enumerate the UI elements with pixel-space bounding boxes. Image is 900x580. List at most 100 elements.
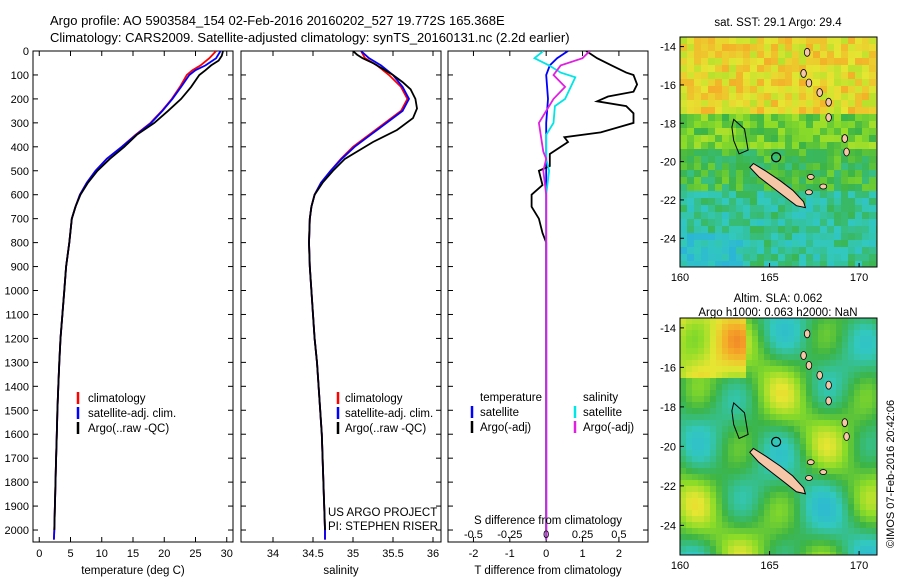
reef-outline [731, 401, 749, 440]
legend-satellite: satellite-adj. clim. [88, 408, 176, 420]
s-tick-label: -0.5 [464, 529, 483, 541]
island [819, 469, 828, 475]
legend-temperature-title: temperature [480, 392, 542, 404]
header-line2: Climatology: CARS2009. Satellite-adjuste… [50, 30, 570, 45]
island [800, 351, 807, 360]
sst-map-frame [679, 36, 878, 268]
island [816, 88, 823, 97]
salinity-panel: 34 34.5 35 35.5 36 salinity [240, 50, 442, 577]
y-tick-label: 1900 [5, 501, 29, 513]
series-line-argo-raw-qc- [53, 51, 224, 531]
y-tick-label: -18 [660, 118, 676, 130]
header-line1: Argo profile: AO 5903584_154 02-Feb-2016… [50, 13, 505, 28]
y-tick-label: 1100 [5, 309, 29, 321]
y-tick-label: 900 [11, 262, 29, 274]
project-line2: PI: STEPHEN RISER [328, 521, 438, 533]
series-line-argo-raw-qc- [308, 51, 418, 531]
series-line-temperature-argo-adj- [530, 51, 639, 530]
island [805, 189, 813, 196]
temperature-frame [32, 50, 234, 543]
argo-position-marker [771, 436, 782, 447]
x-tick-label: 0 [36, 548, 42, 560]
sla-map-title-2: Argo h1000: 0.063 h2000: NaN [698, 307, 857, 319]
project-line1: US ARGO PROJECT [328, 507, 437, 519]
island [825, 380, 832, 390]
y-tick-label: 0 [23, 46, 29, 58]
island [825, 113, 832, 122]
x-tick-label: 30 [221, 548, 233, 560]
x-tick-label: 15 [127, 548, 139, 560]
legend-argo: Argo(..raw -QC) [88, 423, 169, 435]
y-tick-label: 700 [11, 214, 29, 226]
sst-map-field [680, 37, 877, 267]
temperature-series [53, 51, 224, 540]
x-tick-label: 0 [543, 548, 549, 560]
y-tick-label: 800 [11, 238, 29, 250]
island [805, 78, 813, 88]
y-tick-label: -18 [660, 402, 676, 414]
series-line-salinity-argo-adj- [537, 51, 591, 540]
y-tick-label: -22 [660, 195, 676, 207]
island [803, 47, 811, 57]
x-tick-label: 34 [267, 548, 279, 560]
new-caledonia-land [749, 447, 807, 495]
island [841, 134, 848, 143]
difference-frame [447, 50, 649, 543]
y-tick-label: 1200 [5, 333, 29, 345]
y-tick-label: 500 [11, 166, 29, 178]
island [805, 475, 813, 481]
island [805, 360, 813, 370]
s-tick-label: 0.25 [572, 529, 593, 541]
y-tick-label: -16 [660, 80, 676, 92]
x-tick-label: 34.5 [302, 548, 323, 560]
y-tick-label: 100 [11, 70, 29, 82]
sla-map-frame [679, 317, 878, 556]
reef-outline [731, 118, 749, 155]
x-tick-label: 36 [427, 548, 439, 560]
y-tick-label: -24 [660, 520, 676, 532]
salinity-legend: climatology satellite-adj. clim. Argo(..… [336, 392, 433, 435]
sst-map: 160 165 170 -14 -16 -18 -20 -22 -24 [660, 36, 878, 284]
y-tick-label: -20 [660, 157, 676, 169]
legend-salinity-title: salinity [583, 392, 618, 404]
temperature-legend: climatology satellite-adj. clim. Argo(..… [76, 392, 176, 435]
difference-series [530, 51, 639, 540]
difference-xlabel: T difference from climatology [474, 565, 621, 577]
x-tick-label: 35.5 [382, 548, 403, 560]
x-tick-label: -2 [469, 548, 479, 560]
island [843, 432, 850, 441]
x-tick-label: 170 [850, 272, 868, 284]
x-tick-label: 160 [671, 272, 689, 284]
y-tick-label: 2000 [5, 525, 29, 537]
s-difference-label: S difference from climatology [474, 515, 622, 527]
sla-map-field [680, 318, 877, 555]
island [806, 459, 815, 466]
sla-map: 160 165 170 -14 -16 -18 -20 -22 -24 [660, 317, 878, 572]
sst-map-title: sat. SST: 29.1 Argo: 29.4 [714, 17, 842, 29]
legend-s-satellite: satellite [583, 407, 622, 419]
x-tick-label: 35 [347, 548, 359, 560]
x-tick-label: 25 [189, 548, 201, 560]
y-tick-label: 1000 [5, 286, 29, 298]
island [819, 183, 828, 190]
salinity-series [308, 51, 418, 540]
s-tick-label: -0.25 [497, 529, 522, 541]
credit-label: ©IMOS 07-Feb-2016 20:42:06 [885, 400, 897, 548]
sla-map-title-1: Altim. SLA: 0.062 [734, 293, 823, 305]
legend-t-satellite: satellite [480, 407, 519, 419]
y-tick-label: 200 [11, 94, 29, 106]
x-tick-label: 165 [760, 272, 778, 284]
x-tick-label: 165 [760, 560, 778, 572]
island [816, 370, 823, 380]
island [803, 329, 811, 339]
legend-t-argo: Argo(-adj) [480, 422, 531, 434]
y-tick-label: 1800 [5, 477, 29, 489]
x-tick-label: 5 [67, 548, 73, 560]
x-tick-label: 170 [850, 560, 868, 572]
legend-climatology: climatology [88, 393, 146, 405]
y-tick-label: 300 [11, 118, 29, 130]
x-tick-label: 2 [616, 548, 622, 560]
y-tick-label: -20 [660, 441, 676, 453]
legend-climatology: climatology [345, 393, 403, 405]
